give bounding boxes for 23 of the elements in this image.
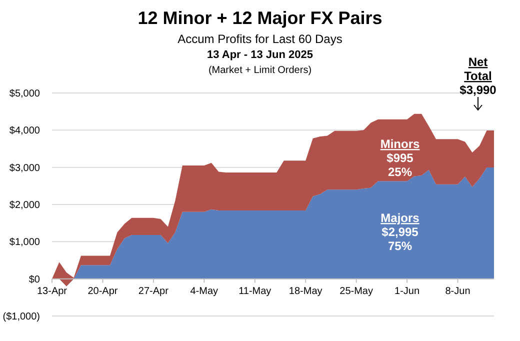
- y-tick-label: $5,000: [9, 88, 40, 100]
- annotation: Minors $995 25%: [380, 137, 420, 179]
- x-tick-label: 1-Jun: [394, 286, 420, 297]
- y-tick-label: $1,000: [9, 237, 40, 248]
- annotation: Majors $2,995 75%: [380, 211, 420, 253]
- chart-subtitle: Accum Profits for Last 60 Days: [178, 32, 342, 46]
- x-tick-label: 11-May: [238, 286, 272, 297]
- x-tick-label: 13-Apr: [36, 286, 68, 297]
- x-tick-label: 4-May: [190, 286, 218, 297]
- annotation: Net Total $3,990: [460, 55, 497, 97]
- y-tick-label: $2,000: [9, 200, 40, 211]
- text: (Market + Limit Orders): [208, 65, 312, 76]
- x-tick-label: 25-May: [340, 286, 374, 297]
- y-tick-label: ($1,000): [2, 312, 40, 322]
- x-tick-label: 20-Apr: [88, 286, 118, 297]
- x-tick-label: 18-May: [288, 286, 322, 297]
- y-tick-label: $3,000: [9, 162, 40, 174]
- text: 13 Apr - 13 Jun 2025: [207, 49, 313, 61]
- x-tick-label: 27-Apr: [138, 286, 170, 297]
- chart-title: 12 Minor + 12 Major FX Pairs: [138, 8, 382, 28]
- x-tick-label: 8-Jun: [445, 286, 470, 297]
- y-tick-label: $0: [28, 274, 40, 286]
- y-tick-label: $4,000: [9, 126, 40, 137]
